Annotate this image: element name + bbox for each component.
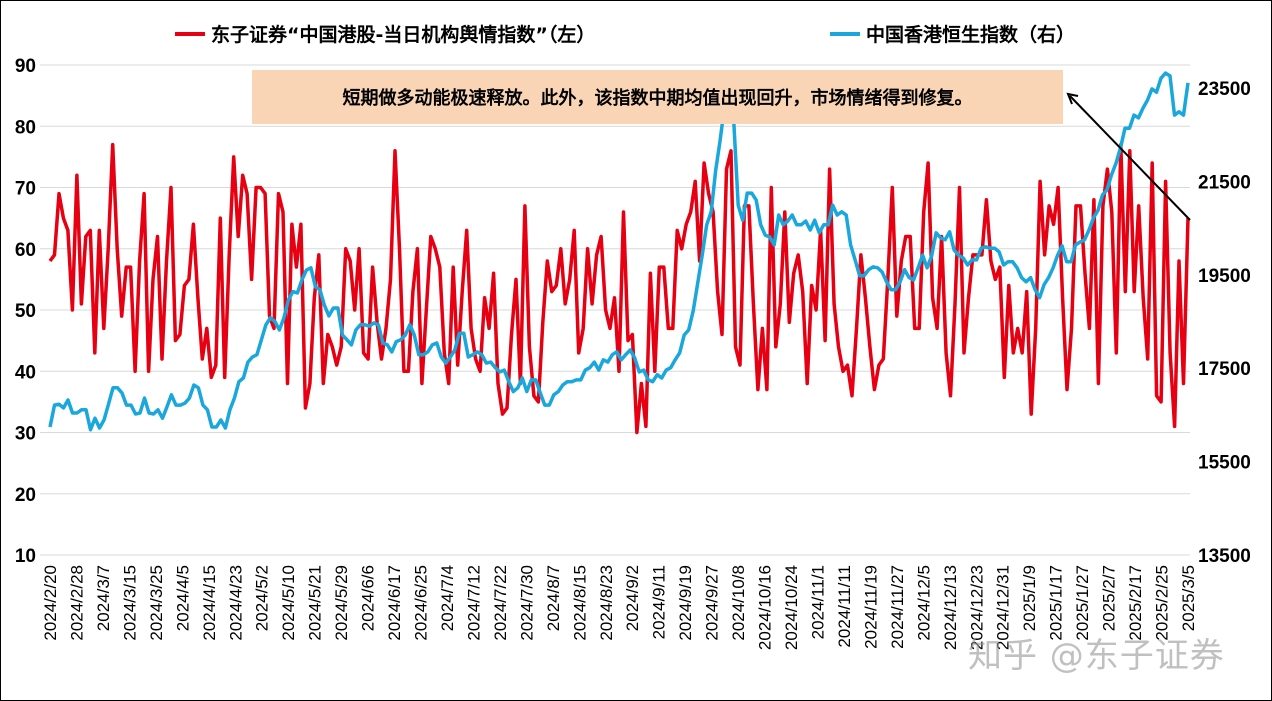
x-tick-label: 2025/1/17 [1047,565,1066,641]
x-tick-label: 2025/1/9 [1020,565,1039,631]
x-tick-label: 2024/11/11 [835,565,854,648]
x-tick-label: 2024/10/24 [782,565,801,650]
legend-label: 东子证券“中国港股-当日机构舆情指数”（左） [211,24,596,46]
x-tick-label: 2024/8/15 [570,565,589,641]
y-right-tick-label: 17500 [1198,359,1251,380]
x-tick-label: 2024/5/29 [332,565,351,641]
y-left-tick-label: 60 [15,240,36,261]
x-tick-label: 2024/3/25 [147,565,166,641]
y-right-tick-label: 21500 [1198,172,1251,193]
annotation-box: 短期做多动能极速释放。此外，该指数中期均值出现回升，市场情绪得到修复。 [252,70,1063,124]
legend-item-sentiment: 东子证券“中国港股-当日机构舆情指数”（左） [175,20,595,47]
y-right-tick-label: 15500 [1198,453,1251,474]
x-tick-label: 2024/8/7 [544,565,563,631]
legend-swatch-blue [830,31,860,36]
x-tick-label: 2024/12/13 [941,565,960,650]
x-tick-label: 2024/9/2 [623,565,642,631]
x-tick-label: 2024/10/8 [729,565,748,641]
x-tick-label: 2024/3/15 [120,565,139,641]
x-tick-label: 2024/12/23 [967,565,986,650]
x-tick-label: 2024/10/16 [756,565,775,650]
y-left-tick-label: 40 [15,362,36,383]
y-left-tick-label: 70 [15,179,36,200]
x-tick-label: 2024/11/27 [888,565,907,649]
x-tick-label: 2024/9/11 [650,565,669,639]
x-tick-label: 2024/7/4 [438,565,457,631]
x-tick-label: 2024/6/6 [359,565,378,631]
x-tick-label: 2024/8/23 [597,565,616,641]
y-right-tick-label: 23500 [1198,79,1251,100]
x-tick-label: 2025/2/25 [1153,565,1172,641]
x-tick-label: 2024/9/27 [703,565,722,641]
x-tick-label: 2024/4/5 [173,565,192,631]
legend-label: 中国香港恒生指数（右） [866,24,1076,46]
x-tick-label: 2024/7/22 [491,565,510,641]
x-tick-label: 2025/2/7 [1100,565,1119,631]
x-tick-label: 2024/4/23 [226,565,245,641]
x-tick-label: 2024/9/19 [676,565,695,641]
y-left-tick-label: 30 [15,424,36,445]
x-tick-label: 2024/12/5 [914,565,933,641]
x-tick-label: 2024/6/25 [412,565,431,641]
x-tick-label: 2025/2/17 [1126,565,1145,641]
annotation-text: 短期做多动能极速释放。此外，该指数中期均值出现回升，市场情绪得到修复。 [342,88,973,109]
watermark: 知乎 @东子证券 [968,636,1225,676]
x-tick-label: 2024/6/17 [385,565,404,641]
x-tick-label: 2024/2/28 [67,565,86,641]
x-tick-label: 2024/12/31 [994,565,1013,650]
x-tick-label: 2025/3/5 [1179,565,1198,631]
x-tick-label: 2024/5/2 [253,565,272,631]
y-left-tick-label: 20 [15,485,36,506]
x-tick-label: 2024/3/7 [94,565,113,631]
legend-item-hsi: 中国香港恒生指数（右） [830,20,1075,47]
y-right-tick-label: 19500 [1198,266,1251,287]
x-tick-label: 2024/5/21 [306,565,325,641]
series-line-sentiment-index [48,142,1190,435]
y-left-tick-label: 50 [15,301,36,322]
y-left-tick-label: 10 [15,546,36,567]
legend-swatch-red [175,31,205,36]
annotation-arrow-line [1069,95,1191,221]
x-tick-label: 2024/7/12 [464,565,483,641]
x-tick-label: 2025/1/27 [1073,565,1092,641]
x-tick-label: 2024/4/15 [200,565,219,641]
y-right-tick-label: 13500 [1198,546,1251,567]
y-left-tick-label: 80 [15,117,36,138]
y-left-tick-label: 90 [15,56,36,77]
x-tick-label: 2024/5/10 [279,565,298,641]
x-tick-label: 2024/2/20 [41,565,60,641]
series-line-hang-seng-index [48,71,1190,432]
x-tick-label: 2024/11/19 [861,565,880,649]
x-tick-label: 2024/7/30 [517,565,536,641]
annotation-arrowhead-icon [1066,92,1079,105]
x-tick-label: 2024/11/1 [808,565,827,639]
